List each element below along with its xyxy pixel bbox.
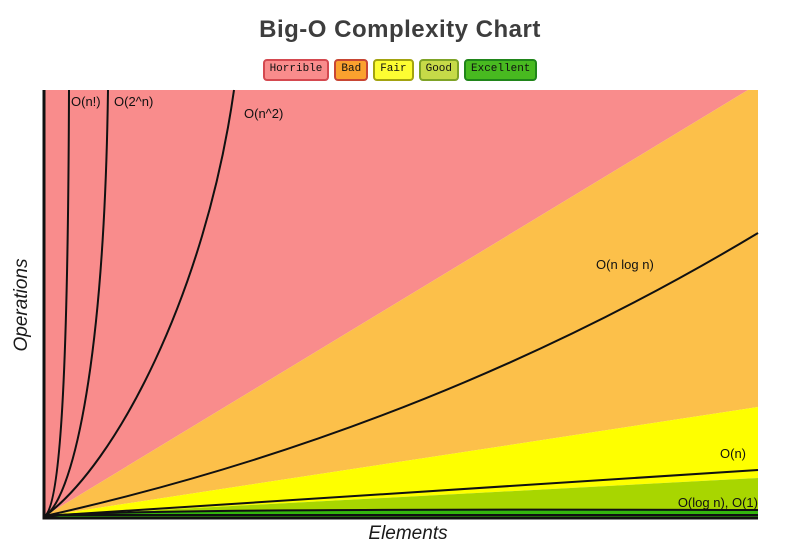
legend-badge-excellent[interactable]: Excellent — [464, 59, 538, 81]
curve-label-n-squared: O(n^2) — [244, 106, 284, 121]
curve-n — [44, 469, 759, 517]
legend-badge-fair[interactable]: Fair — [373, 59, 414, 81]
curve-n-factorial — [44, 89, 70, 517]
legend: Horrible Bad Fair Good Excellent — [0, 59, 800, 81]
curve-n-squared — [44, 89, 235, 517]
curve-2-pow-n — [44, 89, 109, 517]
region-good — [45, 478, 758, 516]
curve-label-2-pow-n: O(2^n) — [114, 94, 154, 109]
legend-badge-good[interactable]: Good — [418, 59, 459, 81]
region-bad — [45, 90, 758, 516]
curve-label-n-factorial: O(n!) — [71, 94, 101, 109]
curve-label-n: O(n) — [720, 446, 746, 461]
y-axis-label: Operations — [11, 258, 32, 352]
axis-lines — [42, 90, 758, 520]
curve-n-log-n — [44, 232, 759, 517]
curve-label-log-n-and-1: O(log n), O(1) — [677, 495, 758, 510]
legend-badge-horrible[interactable]: Horrible — [262, 59, 330, 81]
page-title: Big-O Complexity Chart — [259, 16, 541, 43]
region-fair — [45, 407, 758, 516]
curve-log-n — [44, 508, 759, 517]
legend-badge-bad[interactable]: Bad — [334, 59, 369, 81]
x-axis-label: Elements — [368, 523, 448, 544]
curve-label-n-log-n: O(n log n) — [596, 257, 654, 272]
